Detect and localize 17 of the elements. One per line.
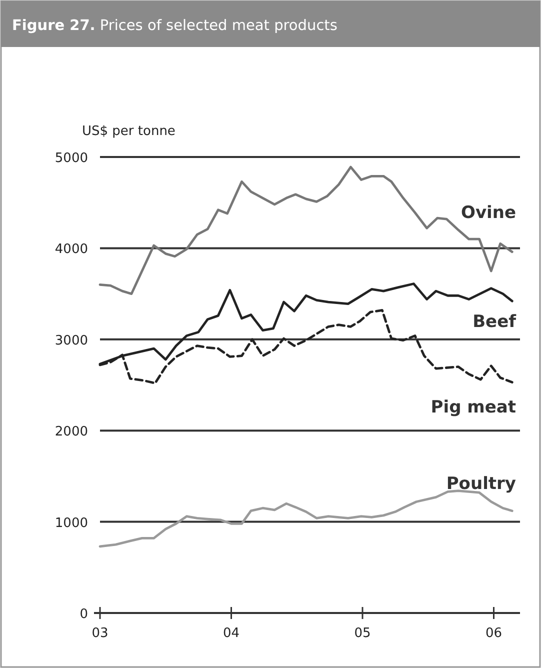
chart-title: Figure 27. Prices of selected meat products: [12, 18, 338, 34]
line-series: [98, 166, 514, 295]
y-tick-label: 1000: [54, 516, 88, 531]
y-tick-label: 5000: [54, 151, 88, 166]
y-tick-label: 4000: [54, 242, 88, 258]
series-label: Poultry: [446, 474, 516, 494]
y-tick-label: 0: [80, 607, 88, 622]
y-tick-label: 3000: [54, 333, 88, 348]
x-tick-label: 03: [92, 626, 108, 641]
x-tick-label: 04: [222, 626, 240, 641]
x-tick-label: 06: [485, 626, 502, 641]
series-label: Beef: [472, 312, 517, 332]
y-tick-label: 2000: [54, 424, 88, 440]
y-axis-title: US$ per tonne: [82, 124, 176, 139]
x-tick-label: 05: [354, 626, 371, 641]
series-label: Pig meat: [430, 397, 516, 418]
series-label: Ovine: [461, 202, 516, 223]
